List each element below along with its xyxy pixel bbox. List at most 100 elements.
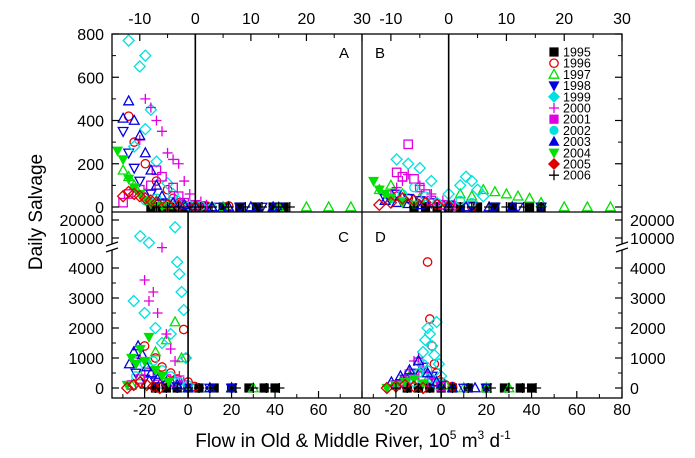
data-point-2005 — [384, 196, 398, 210]
data-point-1999 — [170, 255, 184, 269]
data-point-1996 — [422, 257, 433, 267]
data-point-2000 — [173, 158, 184, 169]
data-point-2003 — [145, 366, 158, 378]
top-tick-label: -10 — [128, 11, 151, 28]
data-point-2005 — [188, 200, 202, 212]
data-point-2006 — [193, 382, 204, 394]
data-point-2006 — [455, 201, 466, 212]
data-point-1999 — [175, 285, 188, 299]
legend-entry-1999: 1999 — [547, 90, 591, 104]
bottom-tick-label: 0 — [184, 402, 193, 419]
data-point-1997 — [300, 200, 313, 212]
data-point-2004 — [381, 383, 393, 394]
lower-y-tick-label: 10000 — [60, 231, 105, 248]
bottom-tick-label: 0 — [437, 402, 446, 419]
x-title-part: m — [456, 431, 477, 452]
upper-y-tick-label: 600 — [77, 70, 104, 87]
axis-break-mark-right — [615, 241, 629, 247]
data-point-2004 — [134, 344, 146, 355]
top-tick-label: 0 — [191, 11, 200, 28]
data-point-2000 — [140, 93, 151, 104]
legend: 1995199619971998199920002001200220032004… — [547, 46, 591, 183]
data-point-1999 — [127, 294, 141, 308]
data-point-2006 — [172, 382, 183, 394]
panel-d-points — [380, 257, 542, 395]
bottom-tick-label: 80 — [613, 402, 631, 419]
data-point-2006 — [162, 201, 173, 212]
legend-label-2005: 2005 — [563, 158, 591, 172]
lower-y-tick-label: 4000 — [68, 261, 104, 278]
data-point-2005 — [398, 378, 412, 392]
upper-y-tick-label: 0 — [95, 200, 104, 217]
data-point-1999 — [133, 229, 147, 243]
data-point-2003 — [151, 372, 164, 384]
axes-layer: -10 0 10 20 30 -10 0 10 20 30 -20 0 20 40 60 80 -20 0 20 40… — [60, 11, 675, 419]
bottom-tick-label: 60 — [568, 402, 586, 419]
data-point-2006 — [284, 201, 295, 212]
legend-entry-2002: 2002 — [549, 124, 591, 138]
data-point-2003 — [133, 129, 146, 141]
data-point-2006 — [151, 201, 162, 212]
data-point-1999 — [127, 140, 141, 153]
data-point-1999 — [138, 306, 151, 320]
data-point-2002 — [148, 356, 159, 366]
data-point-2005 — [372, 198, 386, 212]
data-point-2003 — [430, 375, 443, 387]
data-point-2001 — [414, 182, 425, 193]
data-point-1999 — [155, 336, 169, 350]
legend-entry-2006: 2006 — [548, 169, 591, 183]
data-point-2001 — [157, 171, 167, 182]
data-point-2006 — [466, 201, 477, 212]
panel-layer — [112, 34, 617, 395]
data-point-2000 — [391, 182, 402, 193]
data-point-2006 — [413, 382, 424, 394]
lower-y-tick-label-right: 3000 — [630, 291, 666, 308]
bottom-tick-label: 20 — [477, 402, 495, 419]
data-point-2006 — [273, 201, 284, 212]
data-point-2006 — [248, 382, 259, 394]
data-point-2006 — [402, 382, 413, 394]
lower-y-tick-label: 2000 — [68, 321, 104, 338]
data-point-2004 — [117, 155, 129, 166]
legend-label-2004: 2004 — [563, 146, 591, 160]
top-tick-label: 10 — [498, 11, 516, 28]
data-point-2000 — [162, 147, 173, 158]
data-point-2002 — [420, 191, 431, 202]
data-point-2004 — [123, 174, 135, 185]
data-point-2000 — [414, 180, 425, 191]
data-point-2006 — [518, 201, 529, 212]
data-point-2005 — [416, 381, 430, 395]
data-point-1997 — [175, 351, 188, 363]
data-point-1997 — [169, 315, 181, 327]
y-axis-title: Daily Salvage — [26, 154, 47, 270]
data-point-2006 — [484, 201, 495, 212]
legend-label-1999: 1999 — [563, 90, 591, 104]
bottom-tick-label: 20 — [223, 402, 241, 419]
panel-letter-c: C — [338, 229, 349, 246]
legend-symbol-2004 — [548, 148, 560, 159]
data-point-2006 — [501, 201, 512, 212]
legend-symbol-1999 — [547, 90, 561, 103]
data-point-2006 — [173, 201, 184, 212]
axis-break-gap-left — [106, 244, 118, 250]
data-point-2005 — [407, 380, 421, 393]
panel-b-points — [368, 139, 617, 212]
data-point-2000 — [145, 102, 156, 113]
bottom-tick-label: 40 — [266, 402, 284, 419]
data-point-1999 — [150, 155, 163, 168]
data-point-2006 — [274, 382, 285, 394]
upper-y-tick-label: 800 — [77, 27, 104, 44]
data-point-2006 — [503, 382, 514, 394]
data-point-2002 — [409, 182, 419, 193]
x-title-exp: -1 — [500, 428, 511, 442]
legend-entry-1997: 1997 — [548, 68, 591, 82]
x-title-part: Flow in Old & Middle River, 10 — [195, 431, 450, 452]
panel-a-points — [112, 34, 357, 212]
data-point-2005 — [127, 378, 141, 392]
data-point-2004 — [149, 365, 161, 376]
data-point-1999 — [421, 321, 434, 335]
data-point-2005 — [120, 381, 134, 395]
data-point-2001 — [397, 171, 408, 182]
data-point-1999 — [179, 351, 193, 365]
